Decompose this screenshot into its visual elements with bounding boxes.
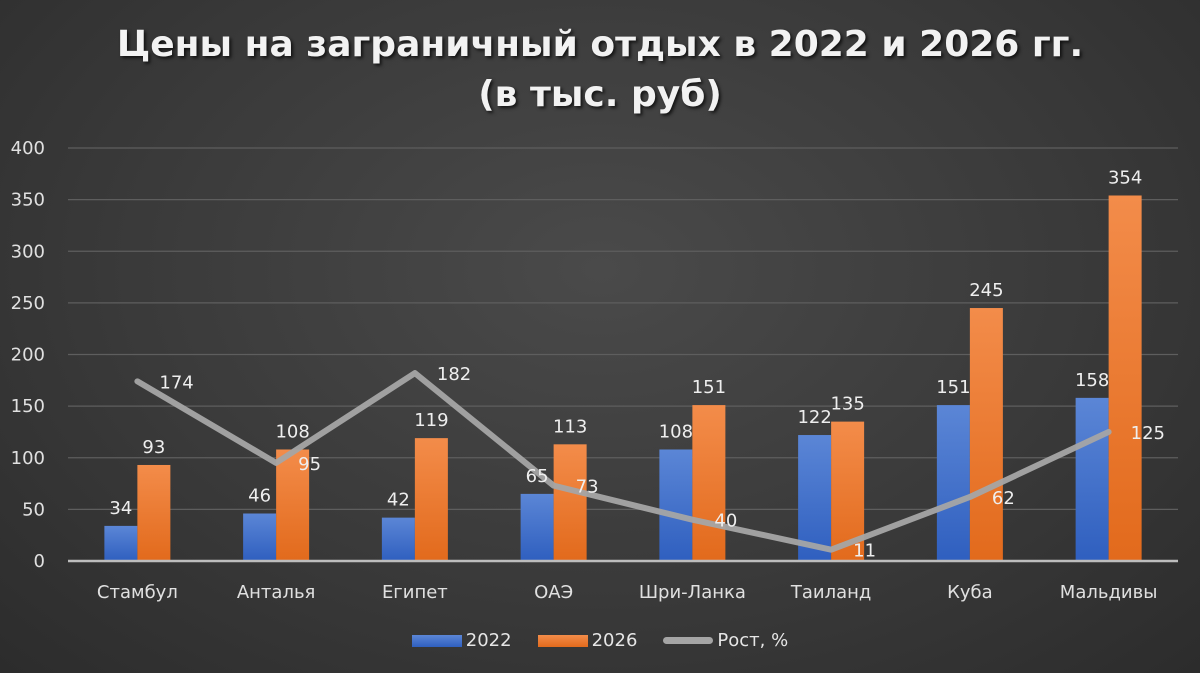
legend-item-2022: 2022 [411, 630, 512, 651]
x-axis: Стамбул Анталья Египет ОАЭ Шри-Ланка Таиланд К… [97, 582, 1158, 603]
bar-2022 [1075, 397, 1109, 561]
y-tick-label: 400 [11, 138, 45, 159]
legend-swatch-2026 [537, 634, 588, 647]
label-2026: 151 [692, 377, 726, 398]
label-2022: 122 [797, 407, 831, 428]
gridlines [68, 147, 1178, 510]
x-tick-label: Стамбул [97, 582, 178, 603]
x-tick-label: Шри-Ланка [639, 582, 746, 603]
label-growth: 174 [159, 372, 193, 393]
y-tick-label: 50 [22, 499, 45, 520]
bar-2026 [1108, 195, 1142, 561]
legend-item-2026: 2026 [537, 630, 638, 651]
bar-2022 [659, 449, 693, 561]
label-2026: 113 [553, 416, 587, 437]
y-tick-label: 0 [34, 551, 45, 572]
legend-item-growth: Рост, % [663, 630, 788, 651]
bar-2026 [553, 444, 587, 561]
bar-2026 [692, 405, 726, 561]
y-axis: 0 50 100 150 200 250 300 350 400 [11, 138, 45, 572]
label-growth: 11 [853, 541, 876, 562]
label-2022: 108 [659, 421, 693, 442]
bar-2022 [104, 525, 138, 561]
x-tick-label: Мальдивы [1060, 582, 1158, 603]
label-2026: 135 [830, 394, 864, 415]
label-2026: 108 [275, 421, 309, 442]
label-2026: 245 [969, 280, 1003, 301]
legend-label-2022: 2022 [465, 630, 512, 651]
growth-polyline [134, 370, 1112, 553]
label-growth: 125 [1131, 423, 1165, 444]
x-tick-label: Анталья [237, 582, 316, 603]
x-tick-label: ОАЭ [534, 582, 573, 603]
legend-swatch-growth [663, 637, 714, 644]
label-growth: 40 [714, 511, 737, 532]
data-labels: 34 93 174 46 108 95 42 119 182 65 113 73 108 151 40 122… [109, 167, 1165, 561]
label-growth: 95 [298, 454, 321, 475]
chart-title: Цены на заграничный отдых в 2022 и 2026 … [0, 20, 1200, 120]
label-2022: 65 [526, 466, 549, 487]
growth-line [134, 370, 1112, 553]
chart-title-line2: (в тыс. руб) [478, 74, 722, 115]
legend-swatch-2022 [411, 634, 462, 647]
label-2022: 151 [936, 377, 970, 398]
x-tick-label: Куба [947, 582, 993, 603]
y-tick-label: 300 [11, 241, 45, 262]
bar-2026 [137, 464, 171, 561]
bars [104, 195, 1142, 561]
legend-label-growth: Рост, % [717, 630, 789, 651]
label-2026: 119 [414, 410, 448, 431]
bar-2022 [243, 513, 277, 561]
label-growth: 62 [992, 488, 1015, 509]
bar-2026 [969, 308, 1003, 561]
label-2022: 158 [1075, 370, 1109, 391]
label-2022: 46 [248, 486, 271, 507]
x-tick-label: Египет [382, 582, 448, 603]
legend-label-2026: 2026 [591, 630, 638, 651]
label-2026: 93 [142, 437, 165, 458]
y-tick-label: 150 [11, 396, 45, 417]
y-tick-label: 200 [11, 345, 45, 366]
label-2026: 354 [1108, 167, 1142, 188]
bar-2022 [520, 493, 554, 561]
label-growth: 73 [576, 477, 599, 498]
x-tick-label: Таиланд [790, 582, 871, 603]
label-growth: 182 [437, 364, 471, 385]
bar-2026 [414, 438, 448, 561]
bar-2026 [276, 449, 310, 561]
bar-2022 [798, 435, 832, 561]
legend: 2022 2026 Рост, % [0, 630, 1200, 651]
chart-title-line1: Цены на заграничный отдых в 2022 и 2026 … [116, 24, 1084, 65]
bar-2022 [936, 405, 970, 561]
y-tick-label: 250 [11, 293, 45, 314]
label-2022: 42 [387, 490, 410, 511]
bar-2022 [381, 517, 415, 561]
y-tick-label: 350 [11, 190, 45, 211]
y-tick-label: 100 [11, 448, 45, 469]
label-2022: 34 [109, 498, 132, 519]
